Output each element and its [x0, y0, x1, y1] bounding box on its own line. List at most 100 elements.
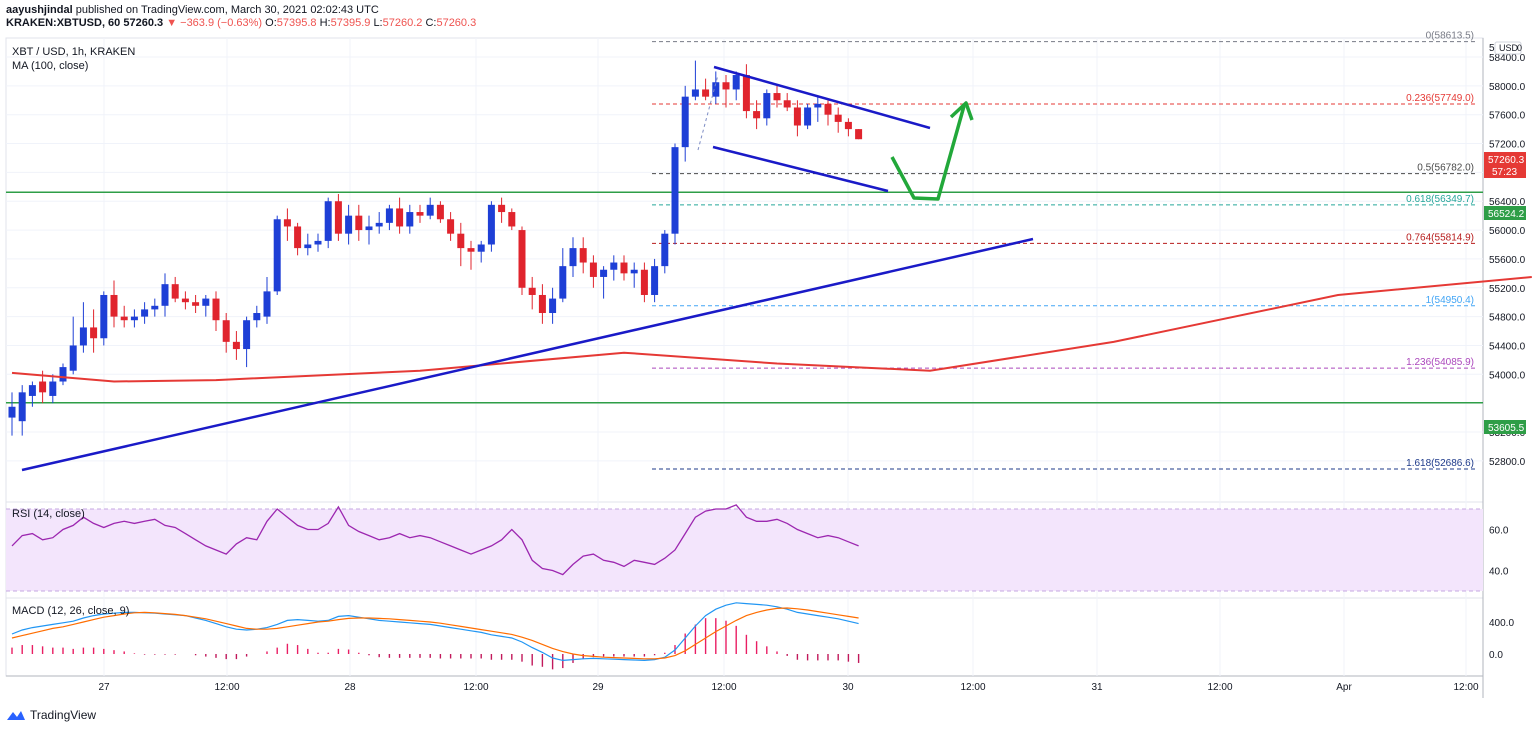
candle-body: [79, 327, 87, 346]
currency-label: USD: [1499, 43, 1519, 53]
rising-trendline[interactable]: [21, 237, 1034, 472]
candle-body: [283, 219, 291, 227]
last-price: 57260.3: [123, 17, 164, 29]
candle-body: [508, 212, 516, 227]
bar-countdown: 57:23: [1492, 167, 1517, 178]
candles: [8, 60, 863, 436]
candle-body: [202, 298, 210, 306]
fib-level-label: 1.618(52686.6): [1406, 458, 1474, 469]
candle-body: [457, 233, 465, 249]
candle-body: [763, 93, 771, 119]
time-axis-tick: 30: [842, 682, 854, 693]
symbol-line: KRAKEN:XBTUSD, 60 57260.3 ▼ −363.9 (−0.6…: [6, 17, 906, 30]
candle-body: [90, 327, 98, 339]
candle-body: [579, 248, 587, 263]
macd-line: [11, 602, 859, 662]
projection-arrows[interactable]: [890, 101, 974, 201]
candle-body: [375, 222, 383, 227]
candle-body: [844, 121, 852, 130]
green-arrow-path: [890, 105, 966, 201]
chart-title: XBT / USD, 1h, KRAKEN: [12, 46, 135, 58]
rsi-axis-tick: 40.0: [1489, 567, 1509, 578]
rsi-band: [6, 509, 1483, 591]
open-value: 57395.8: [276, 17, 317, 29]
candle-body: [49, 381, 57, 396]
candle-body: [702, 89, 710, 97]
candle-body: [59, 367, 67, 382]
candle-body: [181, 298, 189, 303]
candle-body: [528, 287, 536, 295]
price-axis-tick: 56400.0: [1489, 197, 1526, 208]
tradingview-brand: TradingView: [30, 708, 97, 722]
candle-body: [120, 316, 128, 321]
macd-axis-tick: 0.0: [1489, 650, 1503, 661]
tradingview-footer[interactable]: TradingView: [6, 706, 96, 724]
price-axis-tick: 54800.0: [1489, 313, 1526, 324]
candle-body: [630, 269, 638, 274]
macd-axis-tick: 400.0: [1489, 618, 1514, 629]
support-tag-lower-value: 53605.5: [1488, 423, 1525, 434]
macd-histogram: [11, 618, 860, 670]
candle-body: [334, 201, 342, 234]
publish-line: aayushjindal published on TradingView.co…: [6, 4, 906, 17]
candle-body: [559, 266, 567, 299]
flag-lower-line[interactable]: [712, 145, 889, 193]
candle-body: [518, 230, 526, 288]
time-axis-tick: 12:00: [711, 682, 736, 693]
price-axis-tick: 52800.0: [1489, 457, 1526, 468]
candle-body: [100, 294, 108, 339]
time-axis-labels: 27 12:00 28 12:00 29 12:00 30 12:00 31 12:00 Apr 12…: [98, 682, 1479, 693]
candle-body: [589, 262, 597, 277]
candle-body: [406, 212, 414, 227]
support-tag-upper-value: 56524.2: [1488, 209, 1525, 220]
price-axis-tick: 54400.0: [1489, 341, 1526, 352]
candle-body: [855, 129, 863, 140]
candle-body: [69, 345, 77, 371]
price-axis-tick: 58000.0: [1489, 82, 1526, 93]
time-axis-tick: 27: [98, 682, 110, 693]
rsi-axis-tick: 60.0: [1489, 526, 1509, 537]
candle-body: [610, 262, 618, 270]
candle-body: [691, 89, 699, 97]
candle-body: [436, 204, 444, 220]
price-axis-tick: 57600.0: [1489, 111, 1526, 122]
candle-body: [345, 215, 353, 234]
candle-body: [212, 298, 220, 321]
candle-body: [161, 284, 169, 306]
price-change: ▼ −363.9 (−0.63%): [166, 17, 263, 29]
candle-body: [314, 240, 322, 245]
price-axis-tick: 58400.0: [1489, 53, 1526, 64]
candle-body: [141, 309, 149, 317]
candle-body: [467, 248, 475, 252]
time-axis-tick: 29: [592, 682, 604, 693]
candle-body: [712, 82, 720, 97]
rsi-legend: RSI (14, close): [12, 508, 85, 520]
time-axis-tick: 12:00: [463, 682, 488, 693]
candle-body: [253, 313, 261, 321]
candle-body: [192, 302, 200, 306]
close-value: 57260.3: [436, 17, 477, 29]
candle-body: [396, 208, 404, 227]
fib-level-label: 1(54950.4): [1426, 295, 1474, 306]
candle-body: [8, 406, 16, 418]
candle-body: [753, 111, 761, 119]
flag-upper-line[interactable]: [713, 65, 931, 130]
candle-body: [661, 233, 669, 267]
rsi-line: [11, 504, 859, 576]
ohlc-values: O:57395.8 H:57395.9 L:57260.2 C:57260.3: [265, 17, 477, 29]
candle-body: [732, 75, 740, 90]
signal-line: [11, 607, 859, 660]
candle-body: [783, 100, 791, 108]
currency-badge[interactable]: [1494, 41, 1522, 55]
publish-header: aayushjindal published on TradingView.co…: [6, 4, 906, 32]
current-price-tag: [1484, 152, 1526, 178]
candle-body: [28, 385, 36, 396]
macd-pane-frame: [5, 597, 1484, 677]
macd-legend: MACD (12, 26, close, 9): [12, 605, 129, 617]
candle-body: [426, 204, 434, 216]
candle-body: [651, 266, 659, 295]
candle-body: [324, 201, 332, 241]
ma-100-line: [11, 276, 1532, 383]
author-name[interactable]: aayushjindal: [6, 4, 73, 16]
